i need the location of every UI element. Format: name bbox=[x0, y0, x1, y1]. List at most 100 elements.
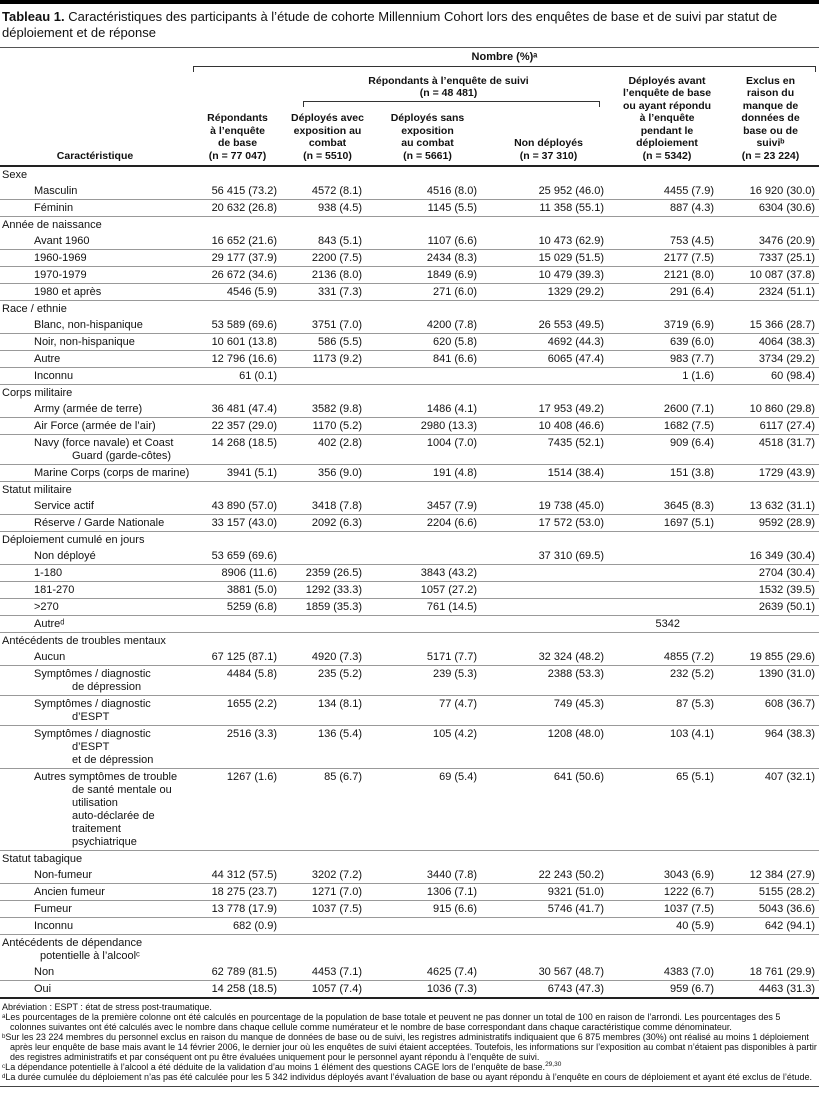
cell-value: 12 796 (16.6) bbox=[190, 350, 285, 368]
row-label: Masculin bbox=[0, 183, 190, 200]
row-label: Réserve / Garde Nationale bbox=[0, 514, 190, 532]
cell-value bbox=[485, 615, 612, 633]
cell-value: 10 408 (46.6) bbox=[485, 417, 612, 435]
cell-value bbox=[722, 615, 819, 633]
cell-value bbox=[190, 615, 285, 633]
section-row: Déploiement cumulé en jours bbox=[0, 532, 819, 549]
cell-value: 239 (5.3) bbox=[370, 665, 485, 696]
cell-value: 2639 (50.1) bbox=[722, 598, 819, 616]
cell-value: 6743 (47.3) bbox=[485, 980, 612, 999]
table-row: Navy (force navale) et Coast Guard (gard… bbox=[0, 434, 819, 465]
cell-value: 2200 (7.5) bbox=[285, 249, 370, 267]
cell-value: 235 (5.2) bbox=[285, 665, 370, 696]
row-label: Non déployé bbox=[0, 548, 190, 565]
cell-value bbox=[370, 917, 485, 935]
section-row: Sexe bbox=[0, 167, 819, 183]
cell-value: 16 652 (21.6) bbox=[190, 233, 285, 250]
cell-value: 25 952 (46.0) bbox=[485, 183, 612, 200]
cell-value: 3202 (7.2) bbox=[285, 867, 370, 884]
cell-value: 1849 (6.9) bbox=[370, 266, 485, 284]
footnote-a: ᵃLes pourcentages de la première colonne… bbox=[2, 1012, 781, 1032]
section-header: Statut militaire bbox=[2, 484, 72, 496]
row-label: Symptômes / diagnostic d’ESPT et de dépr… bbox=[0, 725, 190, 769]
cell-value: 356 (9.0) bbox=[285, 464, 370, 482]
top-rule bbox=[0, 0, 819, 4]
cell-value: 1329 (29.2) bbox=[485, 283, 612, 301]
cell-value: 4855 (7.2) bbox=[612, 649, 722, 666]
cell-value: 56 415 (73.2) bbox=[190, 183, 285, 200]
section-row: Statut tabagique bbox=[0, 851, 819, 868]
cell-value: 3881 (5.0) bbox=[190, 581, 285, 599]
footnote-b: ᵇSur les 23 224 membres du personnel exc… bbox=[2, 1032, 817, 1062]
cell-value: 5171 (7.7) bbox=[370, 649, 485, 666]
cell-value: 2516 (3.3) bbox=[190, 725, 285, 769]
table-row: 1-180 8906 (11.6) 2359 (26.5) 3843 (43.2) 27… bbox=[0, 564, 819, 582]
cell-value bbox=[612, 598, 722, 616]
footnotes: Abréviation : ESPT : état de stress post… bbox=[0, 999, 819, 1086]
cell-value: 5342 bbox=[612, 615, 722, 633]
cell-value: 10 601 (13.8) bbox=[190, 333, 285, 351]
cell-value: 5155 (28.2) bbox=[722, 883, 819, 901]
cell-value: 1306 (7.1) bbox=[370, 883, 485, 901]
cell-value: 2092 (6.3) bbox=[285, 514, 370, 532]
cell-value bbox=[485, 564, 612, 582]
cell-value: 2359 (26.5) bbox=[285, 564, 370, 582]
cell-value: 14 258 (18.5) bbox=[190, 980, 285, 999]
cell-value: 1655 (2.2) bbox=[190, 695, 285, 726]
cell-value: 407 (32.1) bbox=[722, 768, 819, 851]
section-row: Race / ethnie bbox=[0, 301, 819, 318]
cell-value: 67 125 (87.1) bbox=[190, 649, 285, 666]
header-caracteristique: Caractéristique bbox=[56, 149, 134, 162]
cell-value: 1682 (7.5) bbox=[612, 417, 722, 435]
header-col-exclus: Exclus en raison du manque de données de… bbox=[741, 74, 800, 162]
row-label: Aucun bbox=[0, 649, 190, 666]
row-label: Autreᵈ bbox=[0, 615, 190, 633]
cell-value: 43 890 (57.0) bbox=[190, 498, 285, 515]
cell-value: 15 029 (51.5) bbox=[485, 249, 612, 267]
cell-value: 4625 (7.4) bbox=[370, 964, 485, 981]
cell-value: 6065 (47.4) bbox=[485, 350, 612, 368]
cell-value: 10 087 (37.8) bbox=[722, 266, 819, 284]
section-header: Antécédents de troubles mentaux bbox=[2, 635, 166, 647]
cell-value: 4546 (5.9) bbox=[190, 283, 285, 301]
table-row: Autres symptômes de trouble de santé men… bbox=[0, 768, 819, 851]
header-col-deployes-avant: Déployés avant l’enquête de base ou ayan… bbox=[622, 74, 712, 162]
cell-value: 1037 (7.5) bbox=[285, 900, 370, 918]
cell-value: 4463 (31.3) bbox=[722, 980, 819, 999]
cell-value: 3582 (9.8) bbox=[285, 401, 370, 418]
cell-value: 4455 (7.9) bbox=[612, 183, 722, 200]
cell-value: 16 349 (30.4) bbox=[722, 548, 819, 565]
cell-value: 2434 (8.3) bbox=[370, 249, 485, 267]
cell-value: 1170 (5.2) bbox=[285, 417, 370, 435]
cell-value: 61 (0.1) bbox=[190, 367, 285, 385]
cell-value: 40 (5.9) bbox=[612, 917, 722, 935]
cell-value: 2704 (30.4) bbox=[722, 564, 819, 582]
cell-value: 3043 (6.9) bbox=[612, 867, 722, 884]
cell-value: 331 (7.3) bbox=[285, 283, 370, 301]
cell-value: 843 (5.1) bbox=[285, 233, 370, 250]
row-label: Symptômes / diagnostic d’ESPT bbox=[0, 695, 190, 726]
cell-value: 18 761 (29.9) bbox=[722, 964, 819, 981]
section-header: Statut tabagique bbox=[2, 853, 83, 865]
cell-value bbox=[612, 564, 722, 582]
cell-value: 26 672 (34.6) bbox=[190, 266, 285, 284]
table-row: 1970-1979 26 672 (34.6) 2136 (8.0) 1849 (6.… bbox=[0, 266, 819, 284]
cell-value: 19 738 (45.0) bbox=[485, 498, 612, 515]
footnote-c: ᶜLa dépendance potentielle à l’alcool a … bbox=[2, 1061, 817, 1072]
cell-value: 9592 (28.9) bbox=[722, 514, 819, 532]
cell-value: 22 357 (29.0) bbox=[190, 417, 285, 435]
cell-value: 1107 (6.6) bbox=[370, 233, 485, 250]
table-row: Ancien fumeur 18 275 (23.7) 1271 (7.0) 1306… bbox=[0, 883, 819, 901]
cell-value: 10 473 (62.9) bbox=[485, 233, 612, 250]
cell-value: 8906 (11.6) bbox=[190, 564, 285, 582]
table-row: Aucun 67 125 (87.1) 4920 (7.3) 5171 (7.7) 32… bbox=[0, 649, 819, 666]
row-label: Autre bbox=[0, 350, 190, 368]
cell-value: 62 789 (81.5) bbox=[190, 964, 285, 981]
cell-value: 761 (14.5) bbox=[370, 598, 485, 616]
cell-value: 4453 (7.1) bbox=[285, 964, 370, 981]
cell-value bbox=[285, 615, 370, 633]
table-row: Non-fumeur 44 312 (57.5) 3202 (7.2) 3440 (7… bbox=[0, 867, 819, 884]
cell-value bbox=[485, 581, 612, 599]
table-row: Autre 12 796 (16.6) 1173 (9.2) 841 (6.6) 606… bbox=[0, 350, 819, 368]
cell-value: 18 275 (23.7) bbox=[190, 883, 285, 901]
